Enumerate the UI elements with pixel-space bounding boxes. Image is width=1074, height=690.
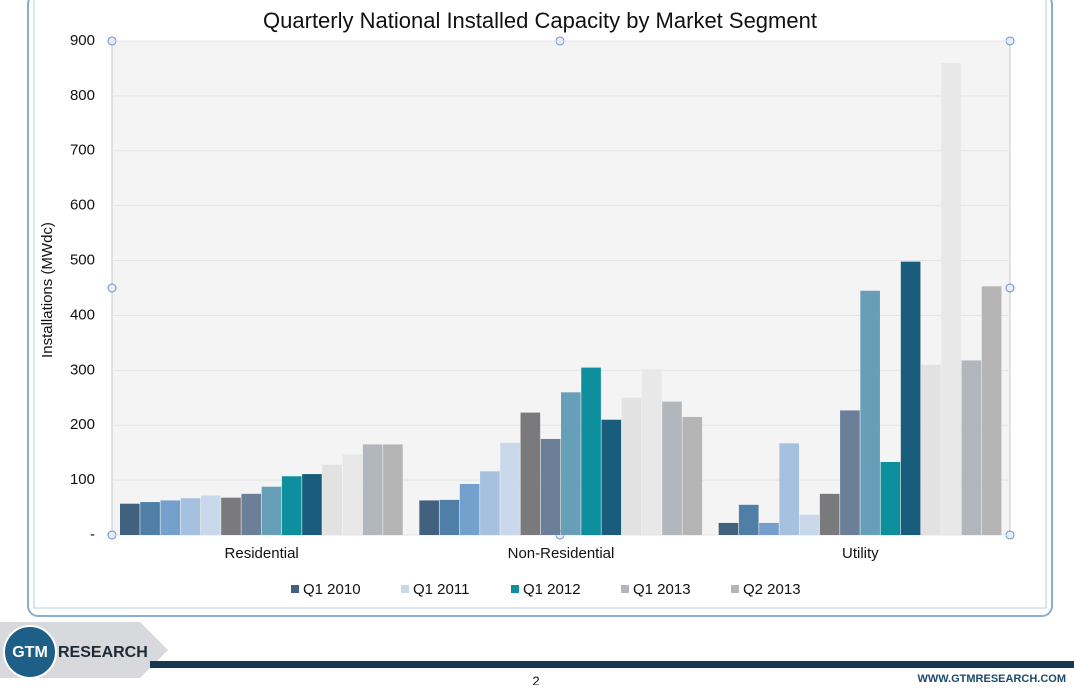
y-tick-label: 400 <box>70 306 95 323</box>
bar <box>662 401 682 535</box>
legend-label: Q1 2012 <box>523 581 581 598</box>
bar <box>322 464 343 535</box>
legend-label: Q1 2011 <box>413 581 469 598</box>
bar <box>738 504 759 535</box>
bar <box>281 476 302 535</box>
legend-label: Q2 2013 <box>743 581 801 598</box>
bar <box>621 397 642 535</box>
logo-text: GTM <box>12 644 48 661</box>
bar <box>520 412 541 535</box>
footer-url: WWW.GTMRESEARCH.COM <box>918 673 1066 685</box>
bar <box>799 514 820 535</box>
footer-bar <box>150 661 1074 668</box>
bar <box>362 444 383 535</box>
bar <box>439 499 460 535</box>
bar <box>641 369 662 535</box>
page-number: 2 <box>532 673 539 685</box>
bar <box>120 503 140 535</box>
y-tick-label: 900 <box>70 32 95 49</box>
bar <box>302 474 322 535</box>
bar <box>961 360 982 535</box>
bar <box>819 493 840 535</box>
bar <box>941 62 961 535</box>
bar <box>241 493 262 535</box>
bar <box>540 438 561 535</box>
chart-title: Quarterly National Installed Capacity by… <box>263 8 817 33</box>
legend-swatch <box>731 585 739 593</box>
bar <box>900 261 921 535</box>
bar <box>880 461 901 535</box>
x-tick-label: Residential <box>225 545 299 562</box>
bar <box>261 486 282 535</box>
bar <box>860 290 880 535</box>
bar <box>500 442 520 535</box>
x-tick-label: Utility <box>842 545 879 562</box>
y-tick-label: 800 <box>70 87 95 104</box>
bar <box>480 471 500 535</box>
y-axis-label: Installations (MWdc) <box>39 222 56 358</box>
y-tick-label: 200 <box>70 416 95 433</box>
logo-circle <box>3 625 57 679</box>
legend-label: Q1 2010 <box>303 581 361 598</box>
bar <box>459 483 480 535</box>
bar <box>840 410 860 535</box>
bar <box>601 419 622 535</box>
y-tick-label: 100 <box>70 471 95 488</box>
y-tick-label: - <box>90 526 95 543</box>
bar <box>921 364 941 535</box>
bar <box>561 392 581 535</box>
legend-swatch <box>291 585 299 593</box>
bar <box>419 500 439 535</box>
legend-swatch <box>621 585 629 593</box>
bar <box>160 500 181 535</box>
bar <box>759 522 779 535</box>
legend-swatch <box>511 585 519 593</box>
y-tick-label: 300 <box>70 361 95 378</box>
legend-swatch <box>401 585 409 593</box>
bar <box>383 444 403 535</box>
bar <box>221 497 241 535</box>
brand-text: RESEARCH <box>58 644 148 661</box>
bar <box>140 502 160 535</box>
legend-label: Q1 2013 <box>633 581 691 598</box>
bar <box>779 443 800 535</box>
bar <box>682 416 703 535</box>
y-tick-label: 600 <box>70 197 95 214</box>
bar <box>200 495 221 535</box>
chart-frame-inner <box>33 0 1047 609</box>
bar <box>718 522 739 535</box>
bar <box>342 454 363 535</box>
bar <box>180 498 201 535</box>
bar <box>981 286 1002 535</box>
y-tick-label: 700 <box>70 142 95 159</box>
bar <box>581 367 601 535</box>
x-tick-label: Non-Residential <box>508 545 615 562</box>
y-tick-label: 500 <box>70 252 95 269</box>
